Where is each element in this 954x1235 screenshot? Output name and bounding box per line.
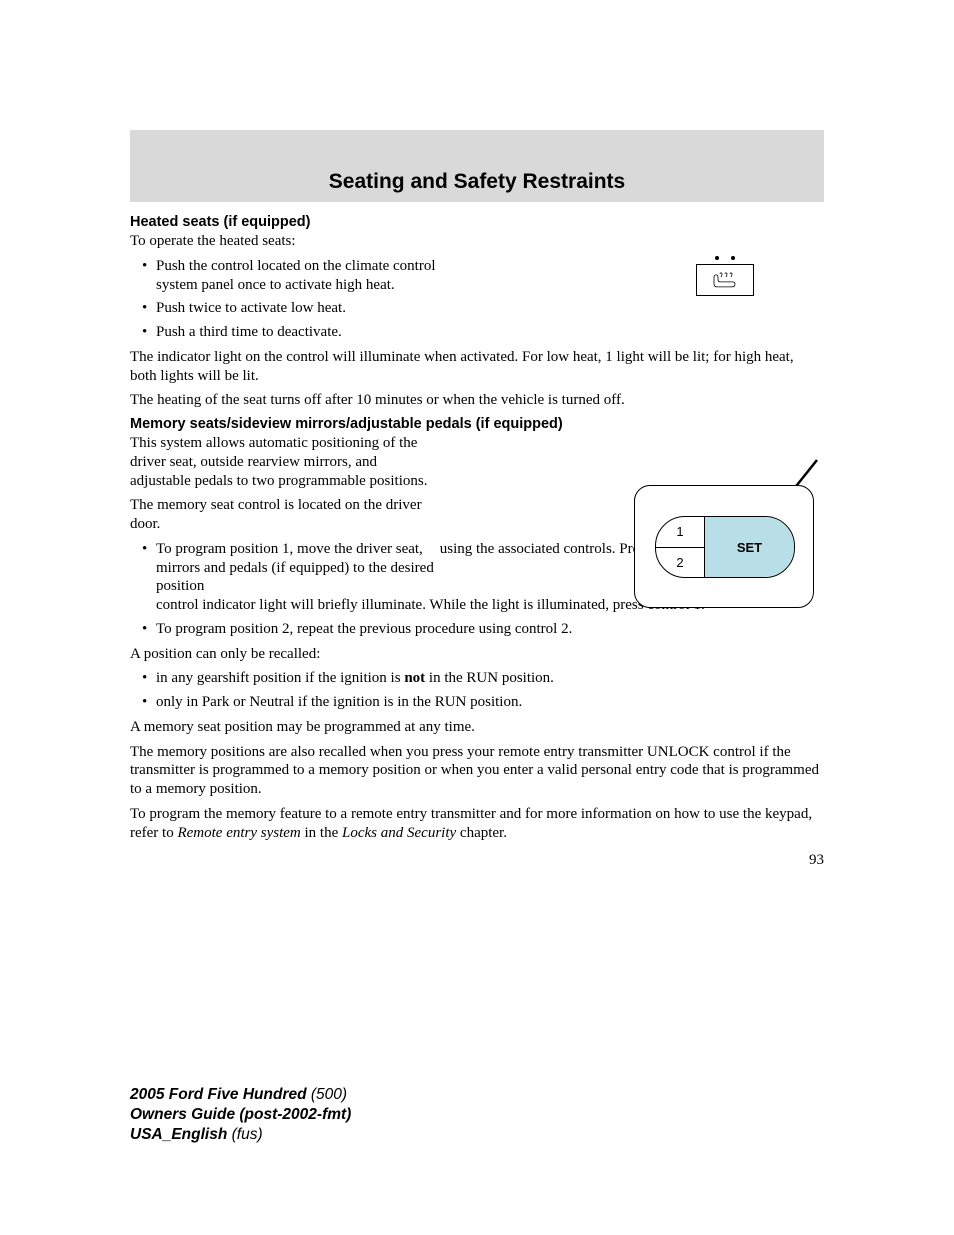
page-number: 93 xyxy=(130,852,824,869)
memory-para1: This system allows automatic positioning… xyxy=(130,434,440,490)
page-content: Seating and Safety Restraints Heated sea… xyxy=(0,0,954,869)
memory-seats-section: Memory seats/sideview mirrors/adjustable… xyxy=(130,416,824,842)
header-title: Seating and Safety Restraints xyxy=(329,170,625,194)
footer-line1: 2005 Ford Five Hundred (500) xyxy=(130,1085,351,1105)
heated-para1: The indicator light on the control will … xyxy=(130,348,824,386)
list-item: Push the control located on the climate … xyxy=(130,257,460,295)
footer-bold: USA_English xyxy=(130,1126,232,1143)
footer-line2: Owners Guide (post-2002-fmt) xyxy=(130,1105,351,1125)
heated-seats-section: Heated seats (if equipped) To operate th… xyxy=(130,214,824,410)
dot-icon xyxy=(731,256,735,260)
heated-para2: The heating of the seat turns off after … xyxy=(130,391,824,410)
memory-para4: A memory seat position may be programmed… xyxy=(130,718,824,737)
section-heading-memory: Memory seats/sideview mirrors/adjustable… xyxy=(130,416,824,432)
footer-bold: Owners Guide (post-2002-fmt) xyxy=(130,1106,351,1123)
bullet-text: in any gearshift position if the ignitio… xyxy=(156,670,404,686)
footer-bold: 2005 Ford Five Hundred xyxy=(130,1086,311,1103)
memory-para6: To program the memory feature to a remot… xyxy=(130,805,824,843)
memory-bullets2: in any gearshift position if the ignitio… xyxy=(130,669,824,712)
list-item: Push a third time to deactivate. xyxy=(130,323,824,342)
memory-controls: 1 2 SET xyxy=(655,516,795,578)
heated-intro: To operate the heated seats: xyxy=(130,232,824,251)
list-item: Push twice to activate low heat. xyxy=(130,299,824,318)
para-italic: Locks and Security xyxy=(342,825,456,841)
footer-italic: (500) xyxy=(311,1086,347,1103)
list-item: only in Park or Neutral if the ignition … xyxy=(130,693,824,712)
bullet-bold: not xyxy=(404,670,425,686)
memory-panel: 1 2 SET xyxy=(634,485,814,608)
indicator-dots xyxy=(715,256,735,260)
list-item: in any gearshift position if the ignitio… xyxy=(130,669,824,688)
memory-para2: The memory seat control is located on th… xyxy=(130,496,440,534)
dot-icon xyxy=(715,256,719,260)
para-text: chapter. xyxy=(456,825,507,841)
memory-button-1: 1 xyxy=(656,517,704,548)
heated-seat-figure xyxy=(696,264,754,296)
heated-seat-button xyxy=(696,264,754,296)
list-item: To program position 2, repeat the previo… xyxy=(130,620,824,639)
header-bar: Seating and Safety Restraints xyxy=(130,130,824,202)
footer-italic: (fus) xyxy=(232,1126,263,1143)
bullet-text: in the RUN position. xyxy=(425,670,554,686)
memory-para3: A position can only be recalled: xyxy=(130,645,824,664)
footer-line3: USA_English (fus) xyxy=(130,1125,351,1145)
memory-seat-figure: 1 2 SET xyxy=(634,485,814,608)
section-heading-heated: Heated seats (if equipped) xyxy=(130,214,824,230)
memory-button-2: 2 xyxy=(656,548,704,578)
para-italic: Remote entry system xyxy=(177,825,300,841)
footer: 2005 Ford Five Hundred (500) Owners Guid… xyxy=(130,1085,351,1145)
memory-set-button: SET xyxy=(704,517,794,577)
memory-para5: The memory positions are also recalled w… xyxy=(130,743,824,799)
para-text: in the xyxy=(301,825,342,841)
seat-icon xyxy=(712,272,738,290)
memory-number-buttons: 1 2 xyxy=(656,517,704,577)
